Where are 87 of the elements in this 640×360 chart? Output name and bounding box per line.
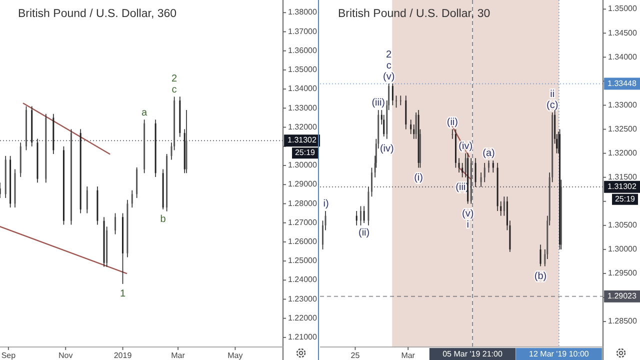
- candlestick: [383, 114, 385, 137]
- annotation: c: [386, 60, 392, 72]
- annotation: ii: [550, 89, 555, 100]
- annotation: (ii): [446, 116, 458, 128]
- y-tick-label: 1.28000: [288, 198, 318, 208]
- annotation: 2: [386, 49, 392, 60]
- y-tick-label: 1.29500: [608, 268, 638, 278]
- x-tick-label: 2019: [114, 351, 132, 360]
- candlestick: [474, 158, 476, 188]
- annotation: (v): [382, 71, 395, 82]
- y-tick-label: 1.33000: [608, 100, 638, 110]
- y-tick-label: 1.33000: [288, 103, 318, 112]
- y-tick-label: 1.30000: [288, 160, 318, 170]
- ref-line-label: 1.29023: [608, 292, 638, 300]
- y-tick-label: 1.34000: [608, 52, 638, 62]
- y-tick-label: 1.34500: [608, 28, 638, 38]
- candlestick: [25, 106, 27, 151]
- candlestick: [392, 83, 394, 106]
- annotation: (c): [546, 100, 558, 112]
- ref-line-label: 05 Mar '19 21:00: [442, 350, 503, 359]
- annotation: (iv): [380, 144, 394, 155]
- y-tick-label: 1.32500: [608, 124, 638, 134]
- ref-line-label: 1.33448: [608, 78, 638, 88]
- candlestick: [86, 186, 88, 214]
- ref-line-label: 1.31302: [288, 136, 318, 145]
- annotation: (a): [482, 148, 495, 160]
- y-tick-label: 1.34000: [288, 84, 318, 94]
- ref-line-label: 12 Mar '19 10:00: [529, 350, 590, 359]
- annotation: (v): [462, 208, 474, 220]
- candlestick: [356, 210, 358, 226]
- candlestick: [492, 160, 494, 173]
- annotation: i: [466, 219, 469, 230]
- candlestick: [452, 128, 454, 140]
- y-tick-label: 1.29000: [288, 180, 318, 189]
- x-tick-label: Sep: [1, 351, 16, 360]
- annotation: (i): [414, 172, 423, 184]
- candlestick: [410, 119, 412, 134]
- annotation: c: [172, 84, 177, 96]
- text: 25:19: [294, 148, 316, 158]
- candlestick: [114, 212, 116, 235]
- x-tick-label: Mar: [401, 351, 416, 360]
- x-tick-label: Nov: [58, 351, 73, 360]
- x-tick-label: Mar: [171, 351, 186, 360]
- y-tick-label: 1.31500: [608, 172, 638, 182]
- y-tick-label: 1.28500: [608, 316, 638, 326]
- y-tick-label: 1.21000: [288, 332, 318, 342]
- y-tick-label: 1.32000: [608, 148, 638, 158]
- y-tick-label: 1.32000: [288, 122, 318, 132]
- candlestick: [500, 200, 502, 216]
- text: 25:19: [614, 194, 636, 204]
- annotation: a: [142, 107, 148, 118]
- candlestick: [363, 206, 365, 224]
- x-tick-label: 25: [350, 351, 360, 360]
- annotation: (b): [534, 270, 547, 282]
- y-tick-label: 1.27000: [288, 218, 318, 227]
- y-tick-label: 1.24000: [288, 275, 318, 284]
- y-tick-label: 1.25000: [288, 256, 318, 266]
- text: British Pound / U.S. Dollar, 360: [18, 8, 177, 20]
- y-tick-label: 1.30500: [608, 220, 638, 230]
- y-tick-label: 1.36000: [288, 46, 318, 55]
- candlestick: [484, 162, 486, 183]
- annotation: (ii): [358, 228, 370, 239]
- candlestick: [360, 206, 362, 226]
- text: British Pound / U.S. Dollar, 30: [338, 8, 490, 20]
- candlestick: [480, 172, 482, 188]
- y-tick-label: 1.37000: [288, 26, 318, 36]
- y-tick-label: 1.26000: [288, 237, 318, 246]
- y-tick-label: 1.35000: [288, 65, 318, 74]
- candlestick: [131, 190, 133, 208]
- y-tick-label: 1.38000: [288, 8, 318, 17]
- annotation: 1: [120, 288, 126, 300]
- y-tick-label: 1.35000: [608, 4, 638, 14]
- candlestick: [371, 167, 373, 197]
- annotation: 2: [172, 73, 178, 84]
- candlestick: [462, 162, 464, 178]
- annotation: b: [160, 214, 166, 226]
- x-tick-label: May: [228, 351, 243, 360]
- ref-line-label: 1.31302: [608, 182, 638, 191]
- candlestick: [540, 244, 542, 267]
- y-tick-label: 1.23000: [288, 294, 318, 304]
- annotation: (iii): [372, 98, 386, 109]
- y-tick-label: 1.30000: [608, 244, 638, 254]
- candlestick: [122, 212, 124, 284]
- candlestick: [458, 158, 460, 173]
- candlestick: [488, 160, 490, 173]
- y-tick-label: 1.22000: [288, 313, 318, 322]
- annotation: i): [323, 198, 329, 210]
